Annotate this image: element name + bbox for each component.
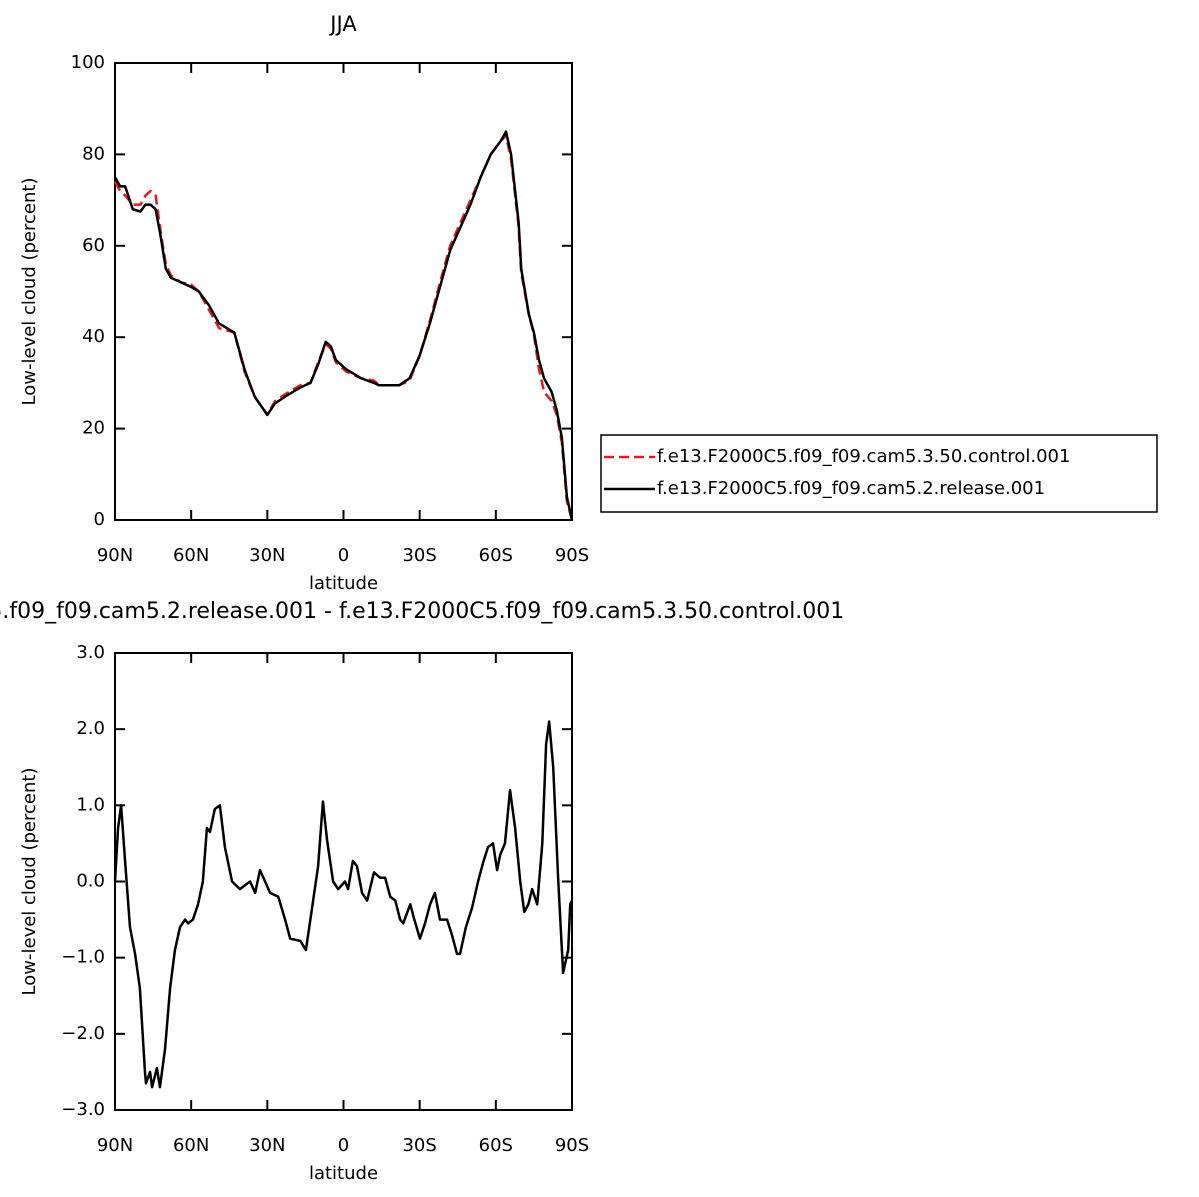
x-tick-label: 60S: [479, 1135, 513, 1156]
legend: f.e13.F2000C5.f09_f09.cam5.3.50.control.…: [600, 434, 1158, 513]
chart-title: JJA: [328, 12, 357, 36]
y-tick-label: 20: [82, 418, 105, 439]
y-axis-label: Low-level cloud (percent): [19, 768, 40, 996]
x-tick-label: 0: [338, 1135, 349, 1156]
x-tick-label: 30S: [402, 545, 436, 566]
x-tick-label: 60S: [479, 545, 513, 566]
y-tick-label: 2.0: [76, 718, 105, 739]
y-tick-label: 0.0: [76, 871, 105, 892]
y-tick-label: −3.0: [61, 1099, 105, 1120]
x-tick-label: 60N: [173, 1135, 209, 1156]
y-tick-label: 100: [71, 52, 105, 73]
x-tick-label: 90N: [97, 545, 133, 566]
x-tick-label: 90S: [555, 1135, 589, 1156]
x-axis-label: latitude: [309, 573, 378, 594]
x-tick-label: 30N: [249, 545, 285, 566]
x-tick-label: 30N: [249, 1135, 285, 1156]
data-line: [113, 130, 574, 521]
x-tick-label: 90N: [97, 1135, 133, 1156]
chart-title: f.e13.F2000C5.f09_f09.cam5.2.release.001…: [0, 599, 844, 624]
y-tick-label: 60: [82, 235, 105, 256]
x-axis-label: latitude: [309, 1163, 378, 1184]
y-tick-label: −2.0: [61, 1023, 105, 1044]
x-tick-label: 0: [338, 545, 349, 566]
x-tick-label: 60N: [173, 545, 209, 566]
y-axis-label: Low-level cloud (percent): [19, 178, 40, 406]
y-tick-label: 40: [82, 326, 105, 347]
data-line: [113, 134, 574, 521]
data-line: [113, 720, 574, 1089]
y-tick-label: 1.0: [76, 794, 105, 815]
y-tick-label: 3.0: [76, 642, 105, 663]
x-tick-label: 30S: [402, 1135, 436, 1156]
y-tick-label: 80: [82, 143, 105, 164]
legend-box: [600, 434, 1158, 513]
legend-label: f.e13.F2000C5.f09_f09.cam5.2.release.001: [657, 478, 1045, 499]
y-tick-label: −1.0: [61, 947, 105, 968]
y-tick-label: 0: [94, 509, 105, 530]
x-tick-label: 90S: [555, 545, 589, 566]
plot-frame: [114, 62, 573, 521]
legend-label: f.e13.F2000C5.f09_f09.cam5.3.50.control.…: [657, 446, 1070, 467]
